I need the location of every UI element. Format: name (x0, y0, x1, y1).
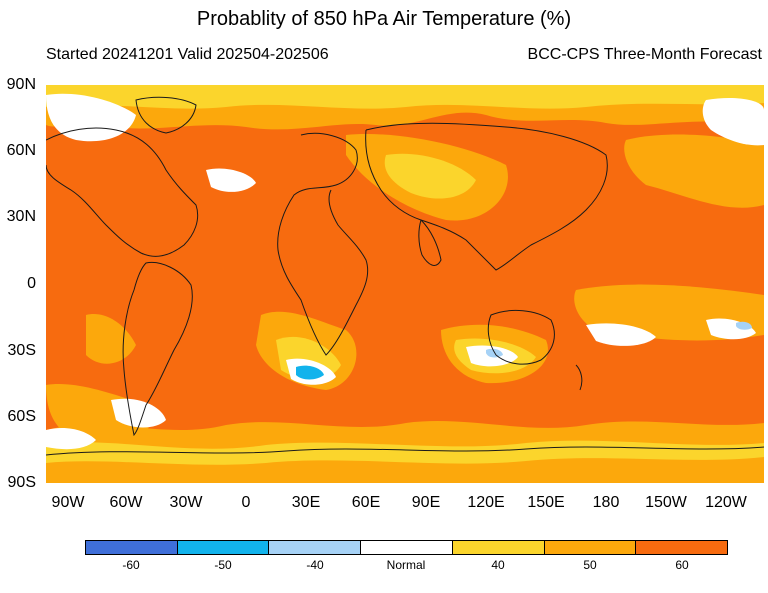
lat-label: 0 (27, 275, 36, 292)
lat-label: 60N (6, 142, 36, 159)
lon-label: 120W (705, 494, 747, 511)
lat-label: 30N (6, 208, 36, 225)
lon-label: 30W (169, 494, 203, 511)
colorbar-label: 40 (491, 558, 505, 572)
lat-label: 90S (7, 474, 36, 491)
below-normal-patches (296, 321, 752, 380)
lon-label: 180 (592, 494, 620, 511)
lon-label: 120E (467, 494, 505, 511)
lon-label: 150W (645, 494, 687, 511)
colorbar-label: -40 (306, 558, 324, 572)
lon-label: 90E (411, 494, 441, 511)
forecast-source: BCC-CPS Three-Month Forecast (527, 46, 762, 63)
lon-label: 60E (351, 494, 381, 511)
colorbar-box (269, 541, 362, 554)
colorbar (85, 540, 728, 555)
lat-label: 60S (7, 408, 36, 425)
colorbar-box (544, 541, 637, 554)
colorbar-box (177, 541, 270, 554)
colorbar-label: 50 (583, 558, 597, 572)
lon-label: 90W (51, 494, 85, 511)
colorbar-box (86, 541, 178, 554)
lon-label: 150E (527, 494, 565, 511)
lon-label: 0 (241, 494, 251, 511)
lat-label: 90N (6, 76, 36, 93)
coastlines (46, 96, 764, 456)
colorbar-label: -50 (214, 558, 232, 572)
lat-label: 30S (7, 342, 36, 359)
lon-label: 60W (109, 494, 143, 511)
map-canvas (46, 85, 764, 483)
colorbar-box (452, 541, 545, 554)
colorbar-box (636, 541, 728, 554)
colorbar-box (361, 541, 453, 554)
colorbar-label: Normal (386, 558, 426, 572)
colorbar-label: -60 (122, 558, 140, 572)
lon-label: 30E (291, 494, 321, 511)
colorbar-label: 60 (675, 558, 689, 572)
map-title: Probablity of 850 hPa Air Temperature (%… (196, 8, 572, 30)
forecast-dates: Started 20241201 Valid 202504-202506 (46, 46, 329, 63)
probability-map (46, 85, 764, 483)
